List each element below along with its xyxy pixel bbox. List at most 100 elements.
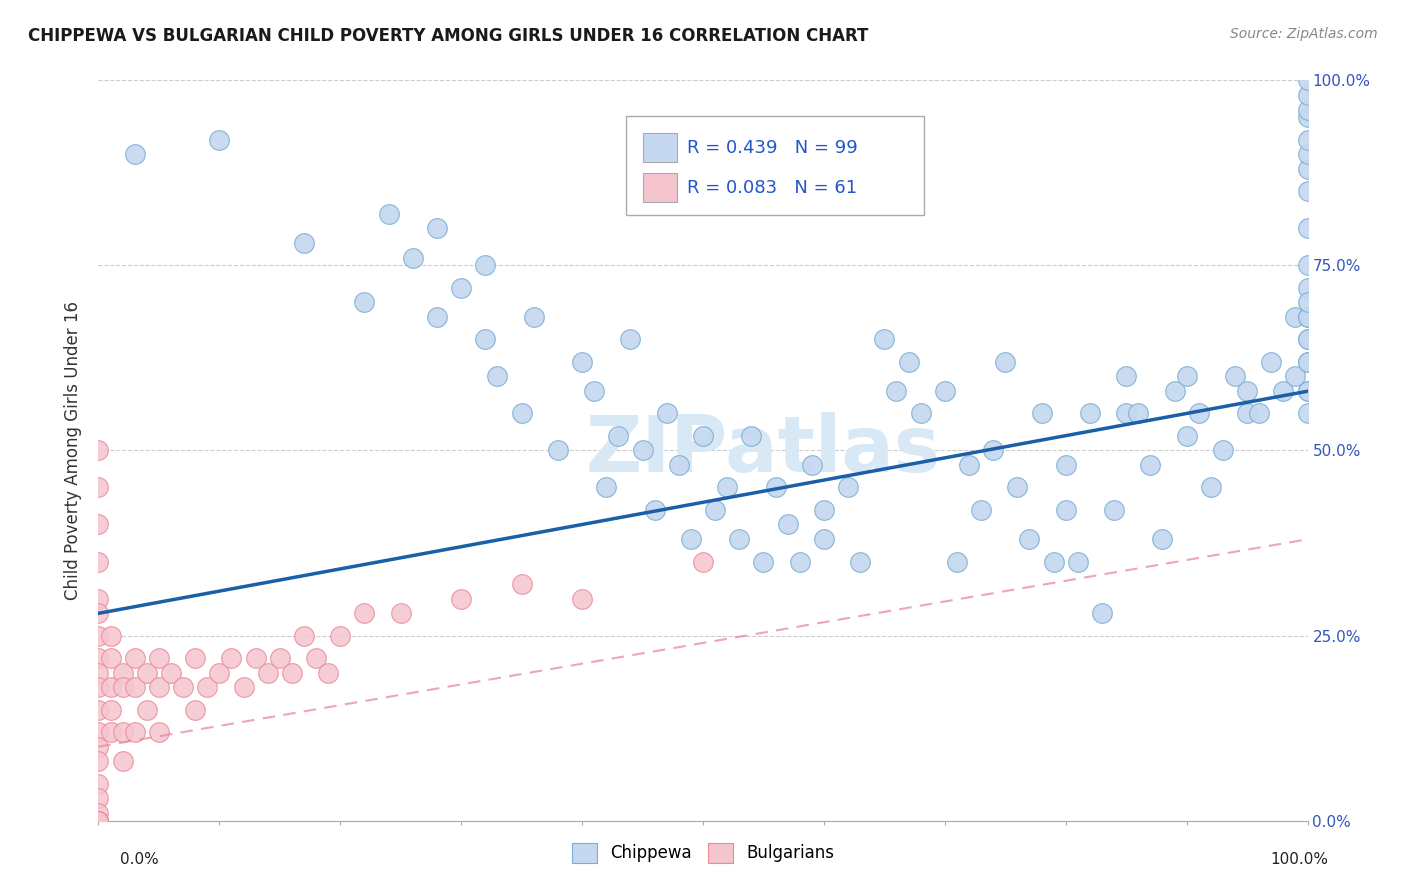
Point <box>957 458 980 473</box>
Point <box>571 354 593 368</box>
Point <box>100 703 122 717</box>
Point <box>426 310 449 325</box>
Point <box>87 628 110 642</box>
Point <box>1296 310 1319 325</box>
Point <box>1272 384 1295 399</box>
Point <box>389 607 412 621</box>
Point <box>800 458 823 473</box>
Point <box>1054 458 1077 473</box>
Point <box>873 333 896 347</box>
Point <box>1296 73 1319 87</box>
Point <box>316 665 339 680</box>
Point <box>124 650 146 665</box>
Point <box>1296 103 1319 117</box>
Point <box>1296 221 1319 235</box>
Point <box>292 236 315 251</box>
Point <box>87 739 110 754</box>
Point <box>111 681 134 695</box>
Point <box>1007 481 1029 495</box>
Point <box>1115 407 1137 421</box>
Text: 100.0%: 100.0% <box>1271 852 1329 867</box>
Point <box>1296 407 1319 421</box>
Point <box>849 555 872 569</box>
Point <box>981 443 1004 458</box>
Point <box>87 791 110 805</box>
Point <box>1175 369 1198 384</box>
Point <box>87 481 110 495</box>
Point <box>100 724 122 739</box>
Text: Source: ZipAtlas.com: Source: ZipAtlas.com <box>1230 27 1378 41</box>
Point <box>752 555 775 569</box>
Legend: Chippewa, Bulgarians: Chippewa, Bulgarians <box>567 838 839 868</box>
Point <box>474 333 496 347</box>
Point <box>135 703 157 717</box>
Point <box>1296 354 1319 368</box>
Point <box>1212 443 1234 458</box>
Point <box>87 681 110 695</box>
Point <box>208 665 231 680</box>
Point <box>1296 111 1319 125</box>
Point <box>1296 280 1319 294</box>
Point <box>668 458 690 473</box>
Point <box>232 681 254 695</box>
Point <box>994 354 1017 368</box>
Point <box>1296 132 1319 146</box>
Point <box>87 814 110 828</box>
Point <box>692 555 714 569</box>
Point <box>87 703 110 717</box>
Point <box>910 407 932 421</box>
Point <box>1199 481 1222 495</box>
Text: ZIPatlas: ZIPatlas <box>586 412 941 489</box>
Point <box>87 724 110 739</box>
Point <box>619 333 641 347</box>
Point <box>100 650 122 665</box>
Point <box>329 628 352 642</box>
Point <box>510 576 533 591</box>
Point <box>1296 384 1319 399</box>
Point <box>631 443 654 458</box>
Point <box>1091 607 1114 621</box>
Point <box>87 806 110 821</box>
Point <box>426 221 449 235</box>
Point <box>221 650 243 665</box>
Point <box>184 703 207 717</box>
Point <box>87 755 110 769</box>
Point <box>679 533 702 547</box>
Point <box>402 251 425 265</box>
Point <box>813 502 835 516</box>
Point <box>124 681 146 695</box>
Text: R = 0.083   N = 61: R = 0.083 N = 61 <box>688 178 856 197</box>
Point <box>281 665 304 680</box>
Point <box>87 814 110 828</box>
Point <box>1067 555 1090 569</box>
Point <box>813 533 835 547</box>
Point <box>124 724 146 739</box>
Point <box>111 724 134 739</box>
Point <box>87 650 110 665</box>
Text: R = 0.439   N = 99: R = 0.439 N = 99 <box>688 138 858 157</box>
Point <box>728 533 751 547</box>
Point <box>450 591 472 606</box>
Point <box>1115 369 1137 384</box>
Point <box>111 755 134 769</box>
Point <box>607 428 630 442</box>
Point <box>1031 407 1053 421</box>
Point <box>148 650 170 665</box>
Point <box>486 369 509 384</box>
Point <box>1296 184 1319 198</box>
Point <box>87 814 110 828</box>
Point <box>1042 555 1064 569</box>
Point <box>1296 354 1319 368</box>
Point <box>474 259 496 273</box>
Point <box>195 681 218 695</box>
Point <box>1152 533 1174 547</box>
Point <box>305 650 328 665</box>
Point <box>256 665 278 680</box>
Point <box>1296 333 1319 347</box>
Point <box>353 607 375 621</box>
Point <box>837 481 859 495</box>
Point <box>87 814 110 828</box>
Point <box>1296 295 1319 310</box>
Point <box>148 724 170 739</box>
Point <box>1296 259 1319 273</box>
